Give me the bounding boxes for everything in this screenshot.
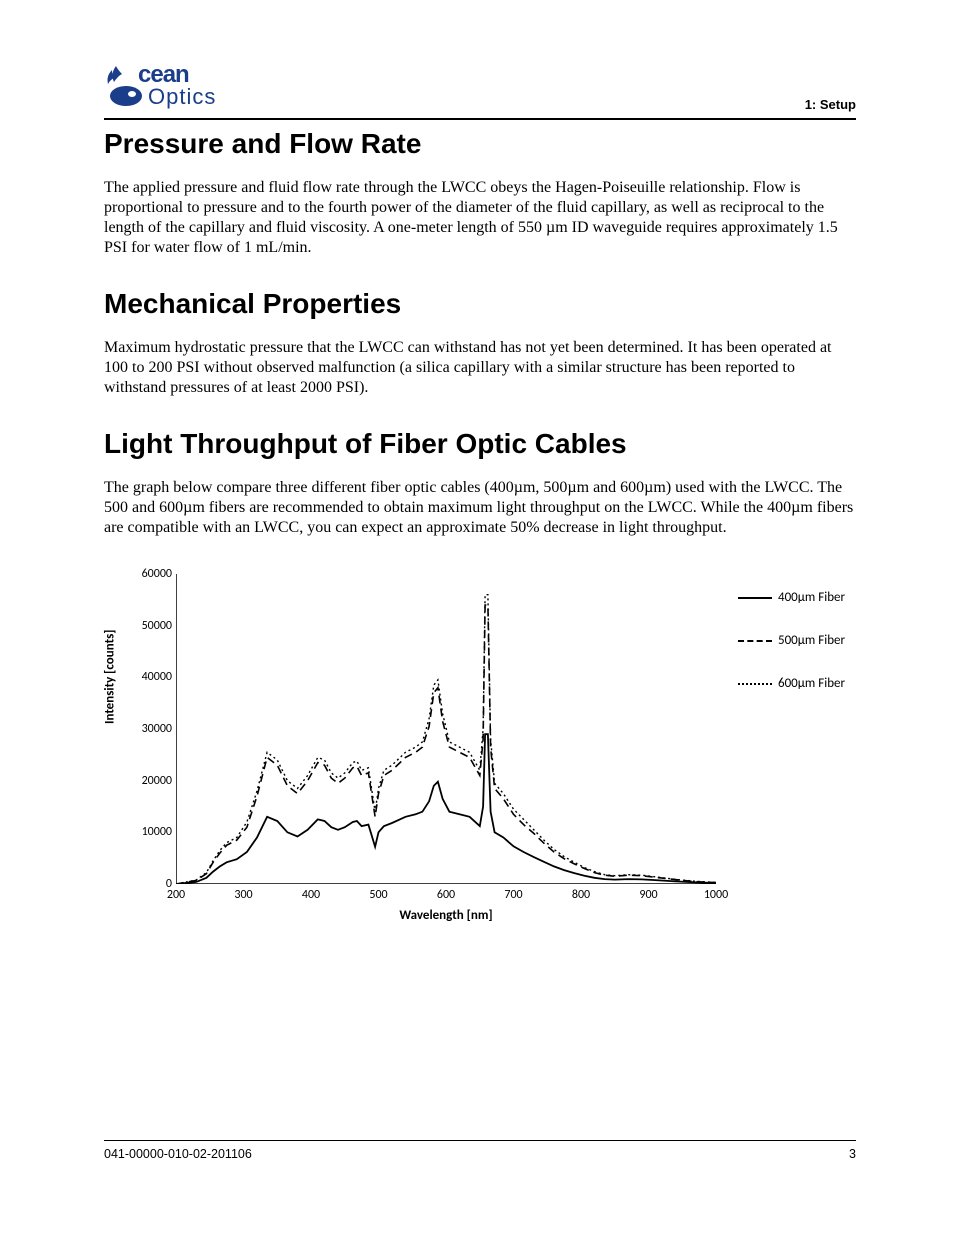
chart-x-axis-label: Wavelength [nm] xyxy=(176,908,716,923)
ocean-optics-logo-icon: cean Optics xyxy=(104,60,234,112)
x-tick-label: 500 xyxy=(369,888,387,902)
throughput-chart: Intensity [counts] Wavelength [nm] 400µm… xyxy=(104,564,856,934)
x-tick-label: 200 xyxy=(167,888,185,902)
x-tick-label: 800 xyxy=(572,888,590,902)
chart-svg xyxy=(176,574,716,884)
y-tick-label: 60000 xyxy=(136,567,172,581)
legend-item: 600µm Fiber xyxy=(738,676,856,691)
chart-y-axis-label: Intensity [counts] xyxy=(103,629,118,724)
page-content: Pressure and Flow Rate The applied press… xyxy=(104,120,856,934)
x-tick-label: 400 xyxy=(302,888,320,902)
document-page: cean Optics 1: Setup Pressure and Flow R… xyxy=(0,0,954,1235)
y-tick-label: 50000 xyxy=(136,619,172,633)
paragraph: Maximum hydrostatic pressure that the LW… xyxy=(104,338,856,398)
footer-page-number: 3 xyxy=(849,1147,856,1161)
x-tick-label: 600 xyxy=(437,888,455,902)
legend-swatch-icon xyxy=(738,640,772,642)
legend-label: 600µm Fiber xyxy=(778,676,845,691)
brand-logo: cean Optics xyxy=(104,60,234,118)
legend-label: 400µm Fiber xyxy=(778,590,845,605)
svg-text:Optics: Optics xyxy=(148,84,216,109)
y-tick-label: 30000 xyxy=(136,722,172,736)
x-tick-label: 300 xyxy=(234,888,252,902)
chart-plot-area xyxy=(176,574,716,884)
paragraph: The applied pressure and fluid flow rate… xyxy=(104,178,856,258)
page-footer: 041-00000-010-02-201106 3 xyxy=(104,1140,856,1161)
y-tick-label: 10000 xyxy=(136,825,172,839)
legend-swatch-icon xyxy=(738,597,772,599)
y-tick-label: 20000 xyxy=(136,774,172,788)
x-tick-label: 900 xyxy=(639,888,657,902)
heading-light-throughput: Light Throughput of Fiber Optic Cables xyxy=(104,428,856,460)
legend-swatch-icon xyxy=(738,683,772,685)
legend-item: 500µm Fiber xyxy=(738,633,856,648)
paragraph: The graph below compare three different … xyxy=(104,478,856,538)
x-tick-label: 700 xyxy=(504,888,522,902)
x-tick-label: 1000 xyxy=(704,888,728,902)
chart-legend: 400µm Fiber 500µm Fiber 600µm Fiber xyxy=(738,590,856,719)
footer-doc-id: 041-00000-010-02-201106 xyxy=(104,1147,252,1161)
legend-item: 400µm Fiber xyxy=(738,590,856,605)
y-tick-label: 40000 xyxy=(136,670,172,684)
heading-mechanical: Mechanical Properties xyxy=(104,288,856,320)
page-header: cean Optics 1: Setup xyxy=(104,58,856,120)
header-section-label: 1: Setup xyxy=(805,97,856,118)
legend-label: 500µm Fiber xyxy=(778,633,845,648)
heading-pressure-flow: Pressure and Flow Rate xyxy=(104,128,856,160)
